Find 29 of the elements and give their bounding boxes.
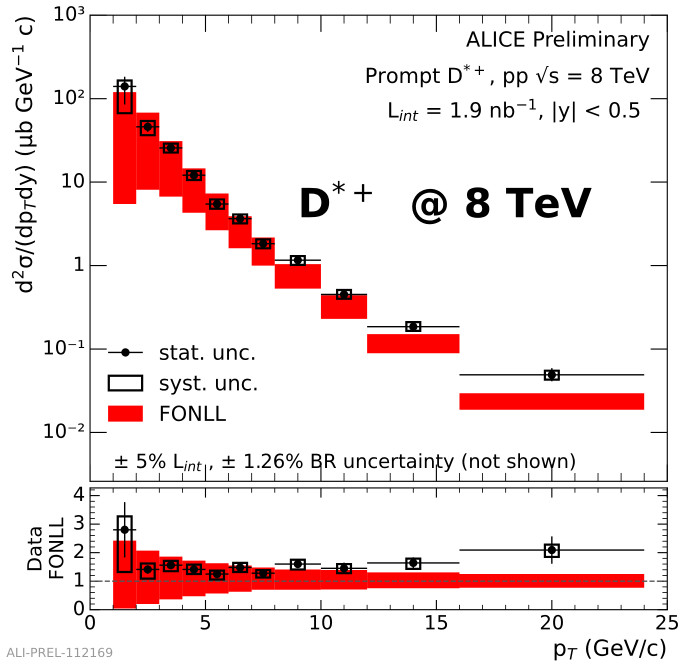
y-tick-label: 4	[74, 486, 84, 501]
y-tick-label: 0	[74, 600, 84, 616]
y-tick-label: 10	[62, 173, 84, 188]
y-tick-label: 10²	[54, 90, 84, 104]
legend-label: syst. unc.	[160, 376, 256, 395]
x-tick-label: 20	[540, 614, 563, 630]
text: D$^{*+}$ @ 8 TeV	[302, 180, 592, 224]
legend-label: FONLL	[160, 405, 226, 422]
x-axis-title: p$_{T}$ (GeV/c)	[554, 638, 666, 660]
x-tick-label: 5	[200, 615, 210, 630]
y-tick-label: 10³	[54, 6, 84, 21]
annotation: Prompt D$^{*+}$, pp √s = 8 TeV	[366, 64, 650, 88]
y-tick-label: 1	[74, 572, 84, 587]
x-tick-label: 10	[310, 614, 332, 630]
y-tick-label: 10⁻²	[44, 423, 84, 438]
annotation: ± 5% L$_{int}$ , ± 1.26% BR uncertainty (not shown)	[115, 453, 575, 472]
y-tick-label: 10⁻¹	[44, 340, 84, 355]
x-tick-label: 15	[426, 615, 448, 630]
y-axis-title: Data FONLL	[27, 518, 64, 578]
y-tick-label: 3	[74, 515, 84, 530]
x-tick-label: 0	[85, 614, 95, 630]
y-tick-label: 1	[74, 256, 84, 271]
annotation: L$_{int}$ = 1.9 nb$^{−1}$, |y| < 0.5	[389, 98, 640, 122]
x-tick-label: 25	[656, 614, 678, 630]
text: ALI-PREL-112169	[6, 648, 112, 658]
annotation: ALICE Preliminary	[466, 30, 650, 51]
y-tick-label: 2	[74, 544, 84, 558]
legend-label: stat. unc.	[160, 345, 254, 360]
y-axis-title: d$^{2}$σ/(dp$_{T}$dy) (μb GeV$^{−1}$ c)	[12, 17, 37, 292]
